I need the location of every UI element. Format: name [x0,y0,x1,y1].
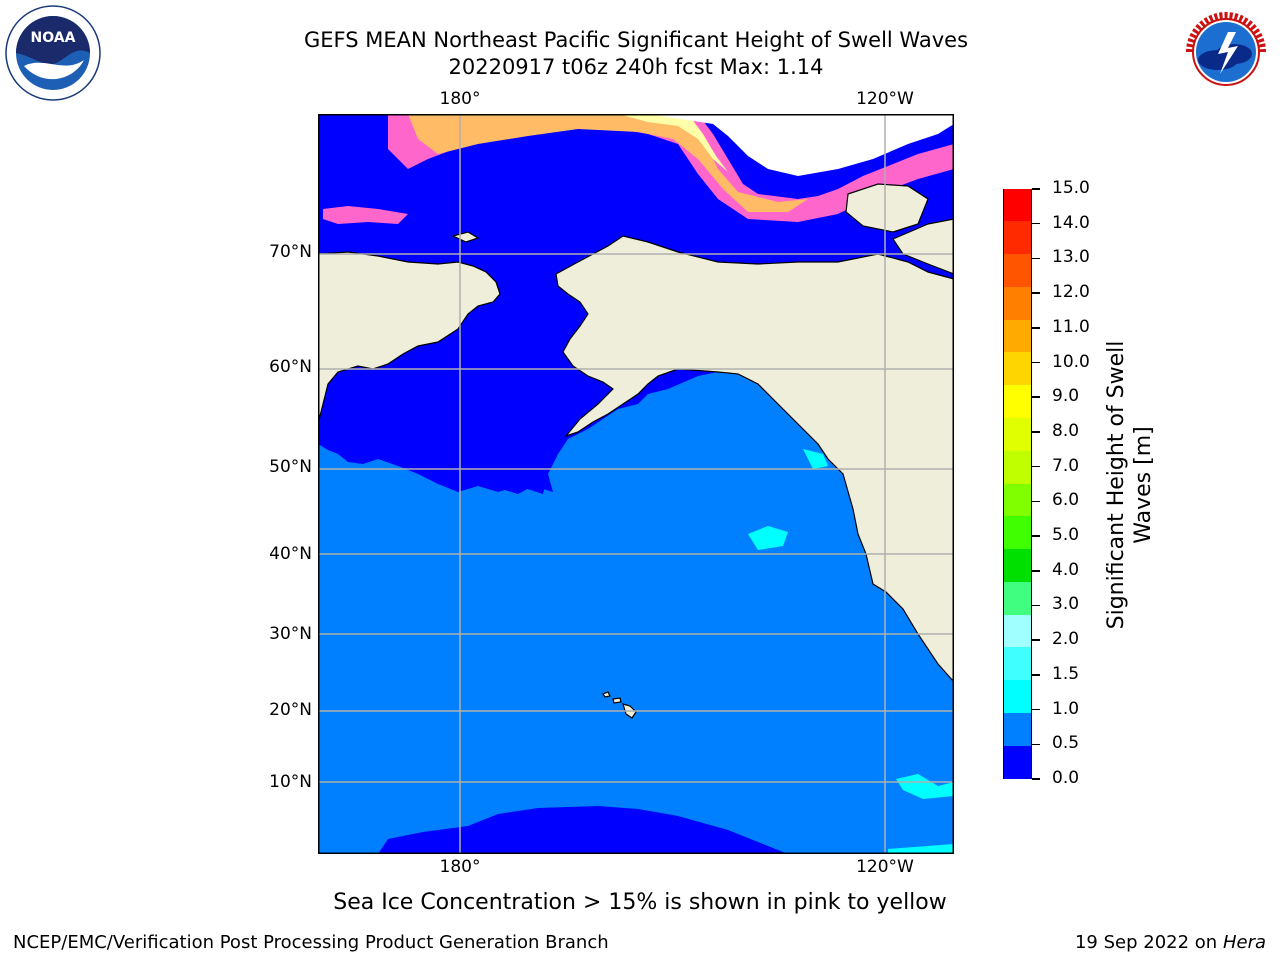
colorbar-tick-label: 6.0 [1052,490,1080,511]
map-panel [318,114,954,854]
colorbar-segment [1004,319,1031,353]
colorbar-segment [1004,450,1031,484]
offshore-cyan-patch [748,526,788,550]
colorbar-segment [1004,417,1031,452]
colorbar-segment [1004,254,1031,288]
sea-ice-yellow [618,114,728,172]
colorbar-tick-mark [1032,604,1040,607]
colorbar-tick-label: 15.0 [1052,178,1090,198]
noaa-logo-icon: NOAA [5,5,101,101]
lon-label-bottom-180: 180° [439,857,481,877]
footer-branch: NCEP/EMC/Verification Post Processing Pr… [13,932,609,953]
lon-label-top-180: 180° [439,89,481,109]
colorbar-tick-mark [1032,778,1040,780]
colorbar-segment [1004,483,1031,517]
sea-ice-orange [408,114,808,212]
colorbar [1003,188,1032,779]
colorbar-segment [1004,385,1031,419]
colorbar-segment [1004,516,1031,550]
colorbar-segment [1004,352,1031,386]
noaa-logo-text: NOAA [31,30,76,46]
colorbar-tick-mark [1032,222,1040,225]
chart-subtitle: 20220917 t06z 240h fcst Max: 1.14 [448,55,824,79]
land-north-america [555,235,954,683]
colorbar-segment [1004,286,1031,321]
footer-date-text: 19 Sep 2022 on [1074,932,1218,953]
colorbar-tick-mark [1032,708,1040,711]
colorbar-tick-label: 9.0 [1052,386,1080,407]
sea-ice-white [648,114,954,176]
colorbar-tick-mark [1032,188,1040,190]
colorbar-tick-label: 13.0 [1052,247,1090,268]
coastal-cyan-patch [803,449,828,469]
tropical-low-swell-area [378,806,788,854]
colorbar-segment [1004,614,1031,648]
lon-label-top-120w: 120°W [856,89,914,109]
colorbar-tick-label: 5.0 [1052,525,1080,546]
land-siberia [318,251,501,425]
lat-label-10n: 10°N [269,772,312,792]
colorbar-tick-label: 8.0 [1052,420,1080,441]
colorbar-segment [1004,745,1031,779]
colorbar-tick-mark [1032,257,1040,260]
colorbar-tick-label: 0.0 [1052,768,1080,788]
footer-date: 19 Sep 2022 on Hera [1075,932,1266,953]
lat-label-20n: 20°N [269,700,312,720]
colorbar-tick-mark [1032,500,1040,503]
colorbar-label: Significant Height of Swell Waves [m] [1103,341,1157,630]
colorbar-tick-mark [1032,431,1040,433]
colorbar-tick-label: 12.0 [1052,282,1090,303]
colorbar-tick-label: 11.0 [1052,316,1090,337]
colorbar-tick-mark [1032,639,1040,641]
colorbar-segment [1004,647,1031,681]
colorbar-label-line2: Waves [m] [1131,426,1156,544]
colorbar-tick-mark [1032,570,1040,572]
lat-label-40n: 40°N [269,544,312,564]
lat-label-30n: 30°N [269,624,312,644]
colorbar-segment [1004,680,1031,714]
lat-label-70n: 70°N [269,242,312,262]
aleutian-low-swell-patch [478,462,553,494]
colorbar-tick-mark [1032,361,1040,364]
colorbar-tick-label: 2.0 [1052,629,1080,650]
colorbar-tick-label: 4.0 [1052,559,1080,580]
colorbar-segment [1004,712,1031,747]
colorbar-tick-label: 10.0 [1052,351,1090,372]
colorbar-tick-label: 0.5 [1052,733,1080,754]
tropical-cyan-patch [888,774,954,854]
colorbar-segment [1004,188,1031,222]
colorbar-tick-label: 3.0 [1052,594,1080,615]
lat-label-60n: 60°N [269,357,312,377]
colorbar-tick-label: 1.0 [1052,698,1080,719]
colorbar-segment [1004,221,1031,255]
colorbar-tick-mark [1032,327,1040,329]
colorbar-tick-mark [1032,743,1040,746]
colorbar-tick-mark [1032,535,1040,537]
colorbar-tick-mark [1032,292,1040,294]
sea-ice-caption: Sea Ice Concentration > 15% is shown in … [333,890,947,915]
colorbar-tick-label: 1.5 [1052,663,1080,684]
footer-host: Hera [1222,932,1266,953]
sea-ice-west [323,206,408,224]
colorbar-tick-mark [1032,674,1040,676]
chart-title: GEFS MEAN Northeast Pacific Significant … [303,28,969,52]
colorbar-tick-label: 7.0 [1052,455,1080,476]
land-arctic-island-1 [845,183,929,233]
map-gridlines [318,114,954,854]
lon-label-bottom-120w: 120°W [856,857,914,877]
colorbar-segment [1004,581,1031,616]
colorbar-segment [1004,549,1031,583]
colorbar-tick-label: 14.0 [1052,212,1090,233]
nws-logo-icon [1179,5,1273,99]
lat-label-50n: 50°N [269,457,312,477]
colorbar-label-line1: Significant Height of Swell [1104,340,1129,630]
colorbar-tick-mark [1032,465,1040,468]
colorbar-tick-mark [1032,396,1040,398]
